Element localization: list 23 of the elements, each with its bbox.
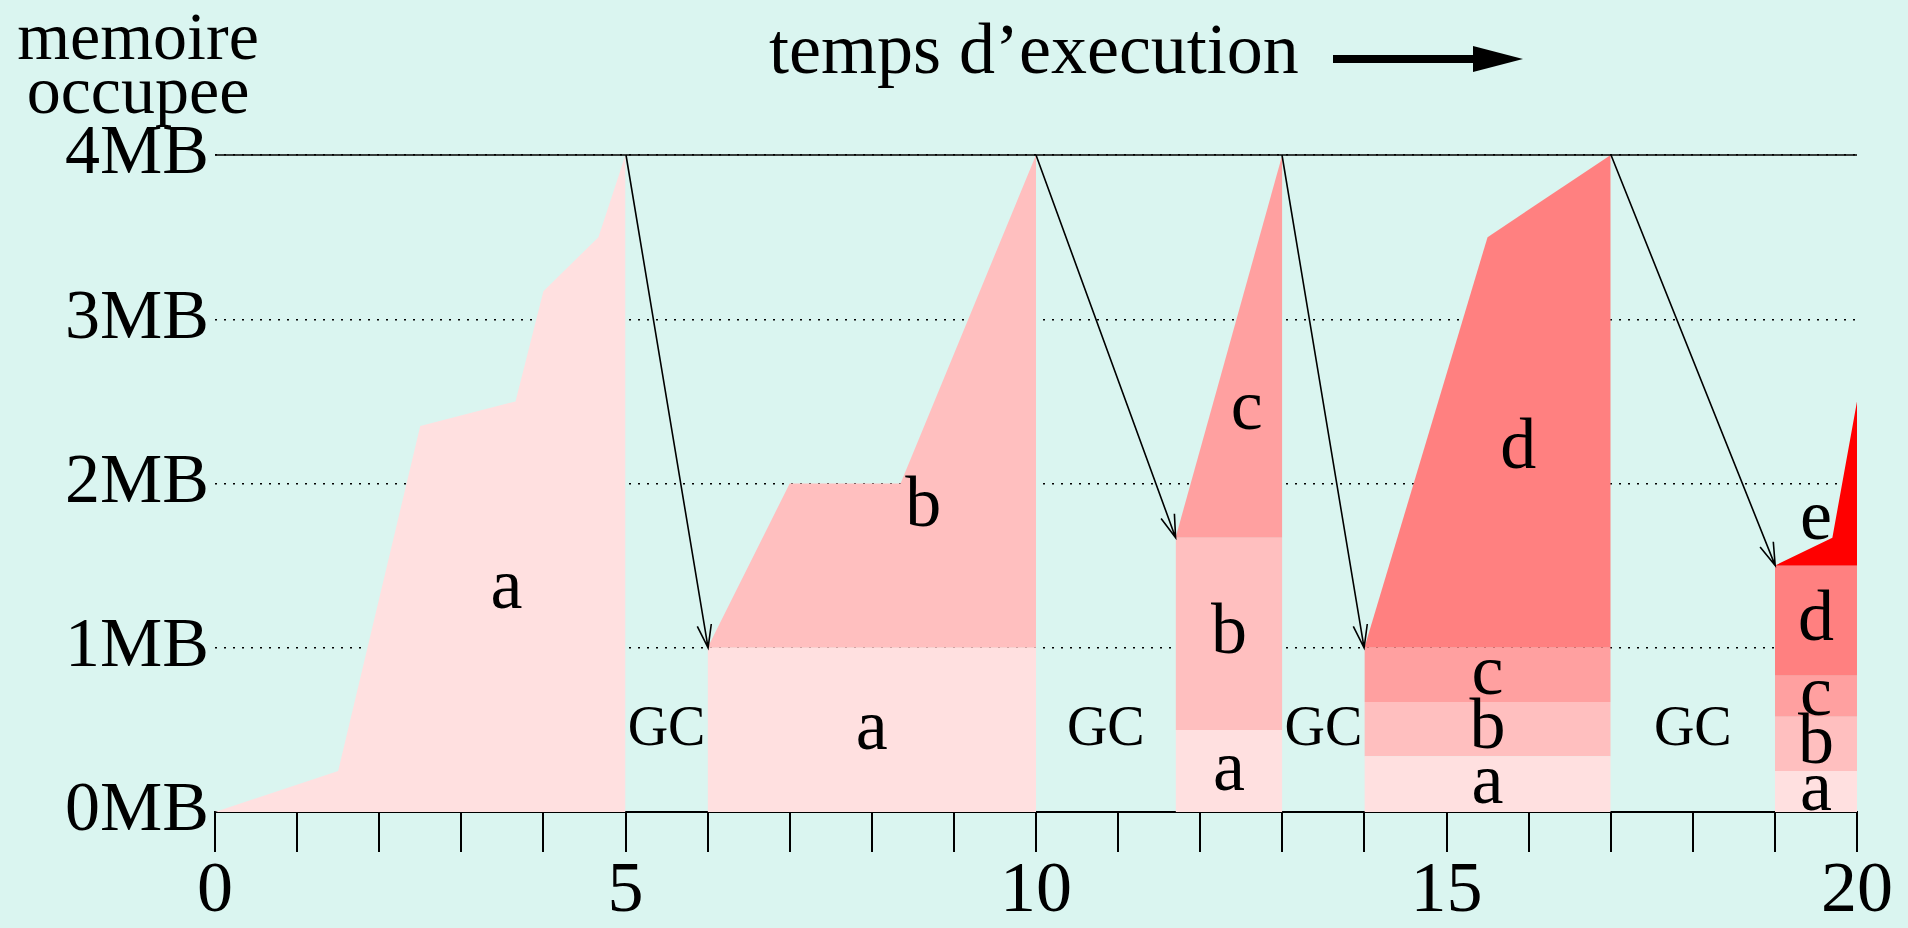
text: d	[1500, 404, 1537, 485]
x-tick-label: 10	[1000, 846, 1072, 927]
text: b	[1210, 588, 1247, 669]
annotation: GC	[1066, 694, 1145, 757]
annotation: GC	[1284, 694, 1363, 757]
x-tick-label: 20	[1821, 846, 1893, 927]
x-tick-label: 0	[197, 846, 233, 927]
text: a	[1212, 725, 1245, 806]
series-label: b	[905, 461, 942, 542]
x-tick-label: 5	[607, 846, 644, 927]
series-label: d	[1797, 575, 1834, 656]
y-tick-label: 1MB	[65, 604, 209, 682]
x-axis-title: temps d’execution	[769, 9, 1299, 89]
annotation: GC	[627, 694, 706, 757]
text: a	[855, 684, 888, 765]
x-tick-label: 15	[1410, 846, 1483, 927]
text: a	[490, 543, 523, 624]
y-tick-label: 0MB	[65, 768, 209, 846]
series-label: e	[1799, 474, 1832, 555]
y-tick-label: 2MB	[65, 439, 209, 517]
y-tick-label: 3MB	[65, 275, 209, 353]
annotation: GC	[1653, 694, 1732, 757]
series-label: c	[1230, 365, 1263, 446]
